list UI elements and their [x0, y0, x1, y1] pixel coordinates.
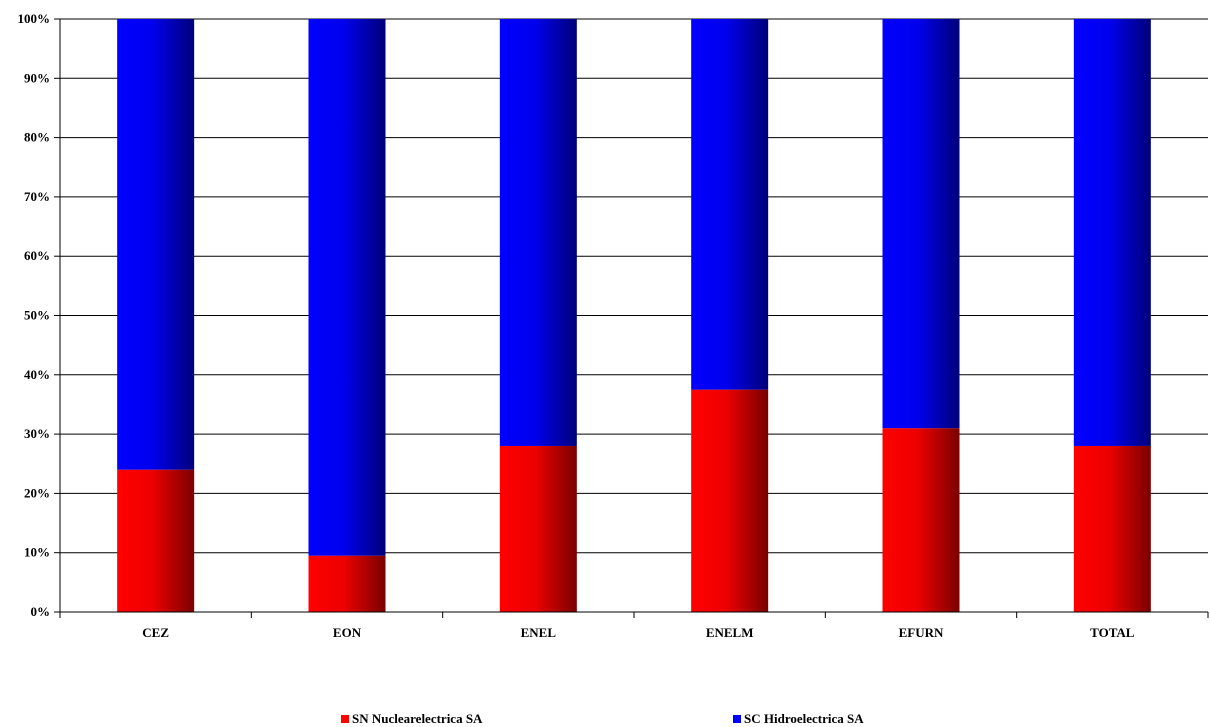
- y-tick-label: 60%: [24, 248, 50, 263]
- bar-segment-enel-hidroelectrica: [499, 19, 577, 446]
- bar-segment-cez-hidroelectrica: [117, 19, 195, 470]
- bar-segment-cez-nuclearelectrica: [117, 469, 195, 612]
- legend-item-nuclearelectrica: SN Nuclearelectrica SA: [341, 711, 482, 727]
- x-axis-labels: CEZ EON ENEL ENELM EFURN TOTAL: [142, 625, 1135, 640]
- bar-segment-enelm-nuclearelectrica: [691, 389, 769, 612]
- legend-label: SN Nuclearelectrica SA: [352, 711, 483, 726]
- bar-segment-enelm-hidroelectrica: [691, 19, 769, 390]
- y-tick-label: 20%: [24, 485, 50, 500]
- y-tick-label: 70%: [24, 189, 50, 204]
- y-axis-labels: 0% 10% 20% 30% 40% 50% 60% 70% 80% 90% 100%: [18, 11, 51, 619]
- y-tick-label: 80%: [24, 130, 50, 145]
- bar-segment-efurn-nuclearelectrica: [882, 428, 960, 612]
- bar-segment-total-nuclearelectrica: [1073, 445, 1151, 612]
- bar-segment-eon-hidroelectrica: [308, 19, 386, 556]
- bars-layer: [117, 19, 1151, 612]
- gridlines: [60, 18, 1208, 613]
- x-tick-label: EON: [333, 625, 362, 640]
- y-tick-label: 30%: [24, 426, 50, 441]
- x-tick-label: TOTAL: [1090, 625, 1135, 640]
- legend-swatch-blue: [733, 715, 741, 723]
- bar-segment-eon-nuclearelectrica: [308, 555, 386, 612]
- y-tick-label: 90%: [24, 70, 50, 85]
- bar-segment-enel-nuclearelectrica: [499, 445, 577, 612]
- legend: SN Nuclearelectrica SA SC Hidroelectrica…: [0, 711, 1210, 727]
- legend-label: SC Hidroelectrica SA: [744, 711, 864, 726]
- y-tick-label: 100%: [18, 11, 51, 26]
- y-tick-label: 0%: [31, 604, 51, 619]
- axes: [54, 18, 1209, 618]
- legend-swatch-red: [341, 715, 349, 723]
- bar-segment-efurn-hidroelectrica: [882, 19, 960, 429]
- bar-segment-total-hidroelectrica: [1073, 19, 1151, 446]
- y-tick-label: 50%: [24, 308, 50, 323]
- y-tick-label: 10%: [24, 545, 50, 560]
- x-tick-label: ENEL: [521, 625, 557, 640]
- stacked-bar-chart: 0% 10% 20% 30% 40% 50% 60% 70% 80% 90% 100% CEZ EON…: [18, 11, 1209, 640]
- x-tick-label: CEZ: [142, 625, 169, 640]
- legend-item-hidroelectrica: SC Hidroelectrica SA: [733, 711, 864, 727]
- y-tick-label: 40%: [24, 367, 50, 382]
- x-tick-label: EFURN: [899, 625, 944, 640]
- x-tick-label: ENELM: [706, 625, 754, 640]
